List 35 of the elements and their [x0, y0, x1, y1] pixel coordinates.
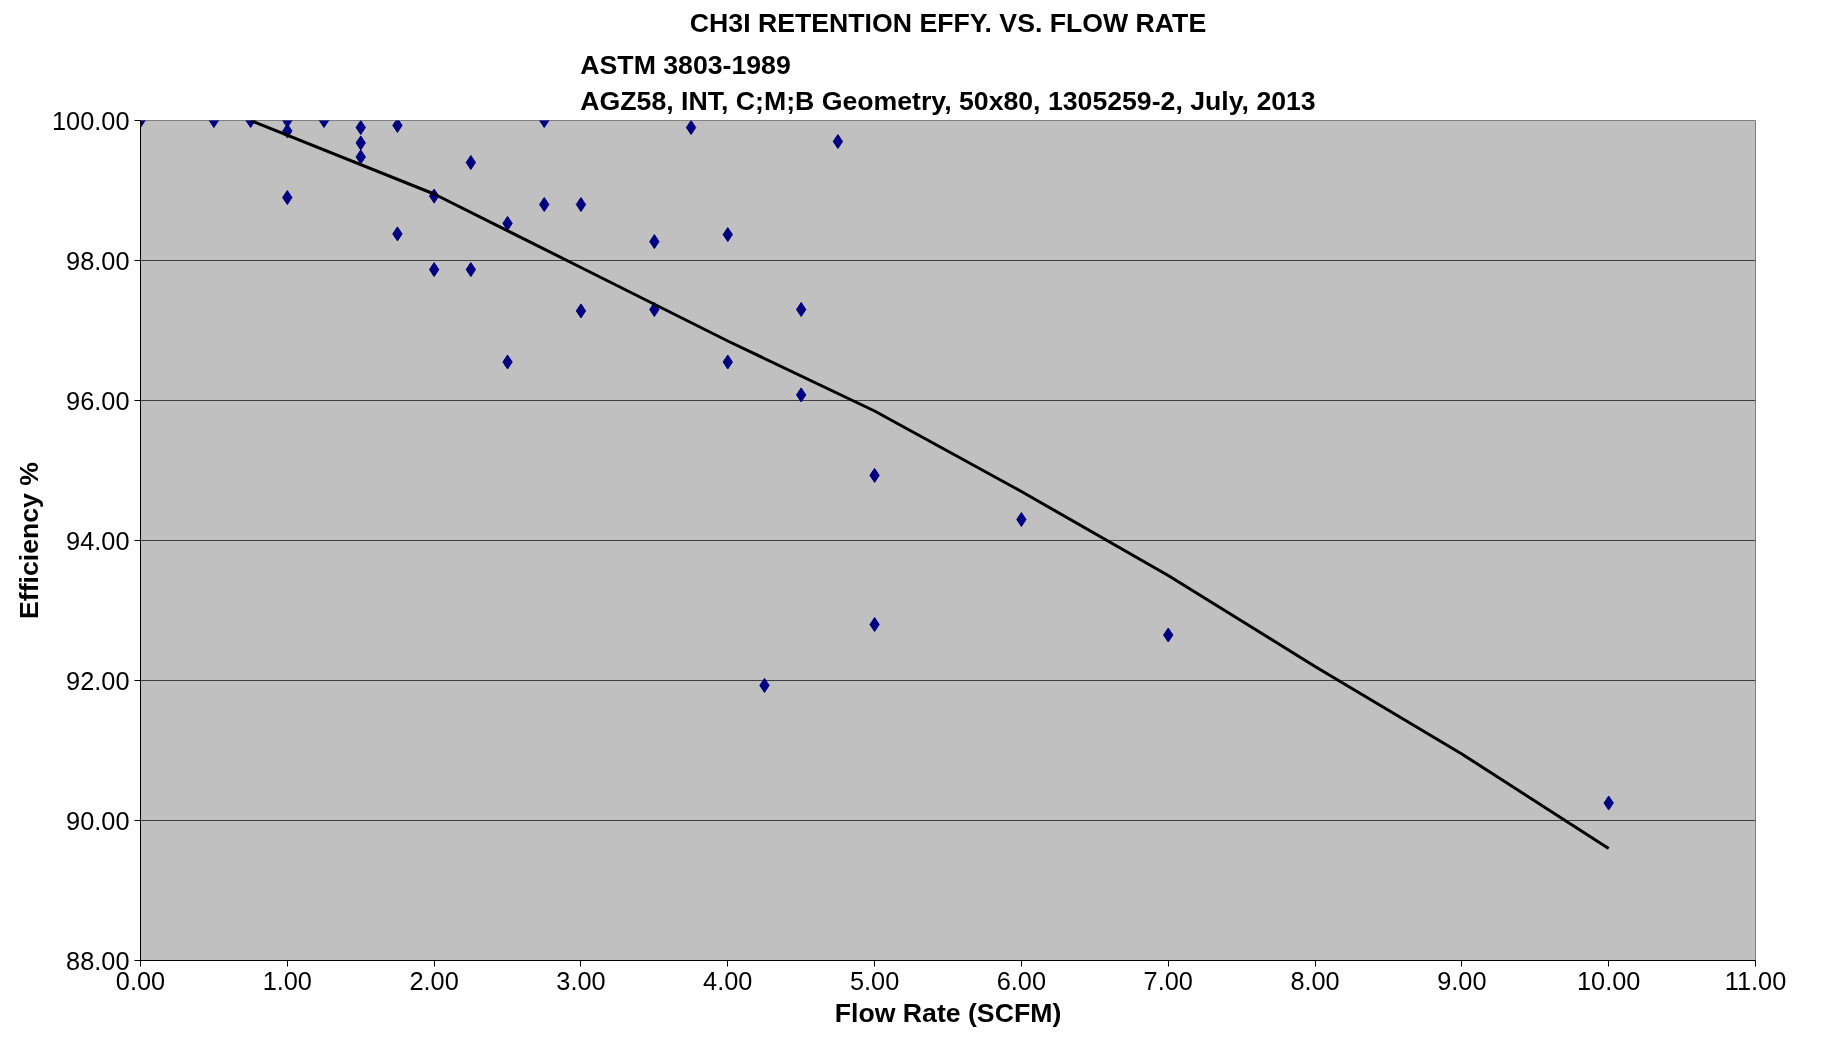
x-tick-label: 10.00 [1576, 966, 1641, 995]
y-tick-label: 94.00 [66, 526, 130, 555]
x-tick-label: 9.00 [1437, 966, 1487, 995]
x-tick-label: 1.00 [262, 966, 312, 995]
point [539, 197, 550, 212]
x-tick-label: 2.00 [409, 966, 459, 995]
x-tick-label: 6.00 [996, 966, 1047, 995]
y-tick-label: 98.00 [66, 246, 130, 275]
point [282, 190, 293, 205]
point [796, 302, 807, 317]
x-tick-label: 8.00 [1290, 966, 1340, 995]
point [355, 120, 366, 135]
point [575, 197, 587, 212]
point [1016, 512, 1027, 527]
y-tick-label: 90.00 [66, 806, 130, 835]
chart-title: CH3I RETENTION EFFY. VS. FLOW RATE [689, 7, 1207, 38]
y-tick-label: 92.00 [66, 666, 130, 695]
point [869, 617, 880, 632]
y-tick-label: 96.00 [66, 386, 130, 415]
y-axis-title: Efficiency % [14, 461, 45, 620]
point [428, 262, 440, 278]
point [685, 120, 697, 135]
x-tick-label: 3.00 [556, 966, 606, 995]
chart-subtitle: ASTM 3803-1989 AGZ58, INT, C;M;B Geometry, 50x80, 1305259-2, July, 2013 [580, 49, 1316, 116]
x-axis-title: Flow Rate (SCFM) [834, 997, 1062, 1028]
y-tick-label: 100.00 [52, 106, 130, 135]
x-tick-label: 4.00 [703, 966, 753, 995]
x-tick-label: 5.00 [849, 966, 900, 995]
point [465, 155, 477, 170]
x-tick-label: 7.00 [1143, 966, 1193, 995]
point [465, 262, 477, 278]
x-tick-label: 11.00 [1724, 966, 1787, 995]
point [575, 303, 587, 319]
point [392, 120, 403, 133]
point [832, 134, 844, 149]
